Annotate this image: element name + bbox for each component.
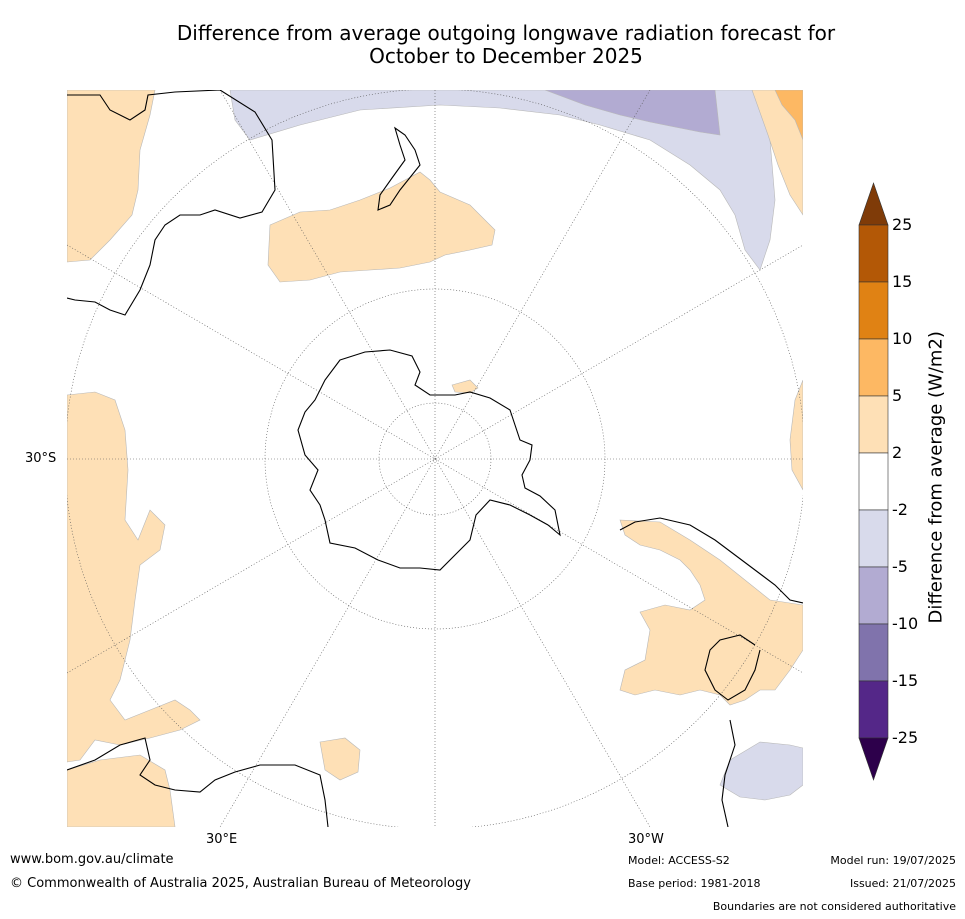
- positive-anomaly-northeast: [751, 90, 803, 216]
- colorbar-tick: -5: [892, 557, 908, 576]
- coastlines: [67, 90, 803, 827]
- colorbar: [858, 182, 889, 781]
- map-title: Difference from average outgoing longwav…: [66, 22, 946, 68]
- australia-outline: [67, 90, 276, 316]
- colorbar-tick: 2: [892, 443, 903, 462]
- colorbar-tick: -15: [892, 671, 919, 690]
- colorbar-bin-10-15: [858, 281, 889, 340]
- issued-text: Issued: 21/07/2025: [849, 877, 956, 890]
- colorbar-tick: -2: [892, 500, 908, 519]
- colorbar-tick: 15: [892, 272, 913, 291]
- colorbar-tick: 10: [892, 329, 913, 348]
- base-period-text: Base period: 1981-2018: [628, 877, 761, 890]
- colorbar-under-triangle: [858, 737, 889, 781]
- colorbar-bin-15-25: [858, 224, 889, 283]
- anomaly-fields: [67, 90, 803, 827]
- colorbar-bin-5-10: [858, 338, 889, 397]
- negative-anomaly-pacific-core: [544, 90, 721, 136]
- graticule: [67, 90, 803, 827]
- positive-anomaly-northeast-core: [774, 90, 803, 141]
- colorbar-tick: 5: [892, 386, 903, 405]
- colorbar-bin-m10-m15: [858, 623, 889, 682]
- antarctica-outline: [297, 349, 561, 571]
- colorbar-tick: -25: [892, 728, 919, 747]
- lon-label-30e: 30°E: [206, 832, 238, 847]
- model-text: Model: ACCESS-S2: [628, 854, 730, 867]
- south-america-outline: [619, 517, 803, 827]
- lat-label-30s: 30°S: [25, 451, 57, 466]
- positive-anomaly-indian-ocean: [319, 737, 361, 781]
- positive-anomaly-antarctic-peninsula: [451, 379, 479, 394]
- positive-anomaly-south-africa: [67, 754, 176, 827]
- colorbar-label: Difference from average (W/m2): [925, 331, 947, 624]
- colorbar-bin-neutral: [858, 452, 889, 511]
- lon-label-30w: 30°W: [628, 832, 664, 847]
- map-panel: [67, 90, 803, 827]
- colorbar-bin-m5-m10: [858, 566, 889, 625]
- new-zealand-outline: [377, 126, 421, 211]
- title-line-2: October to December 2025: [369, 44, 643, 68]
- model-run-text: Model run: 19/07/2025: [830, 854, 956, 867]
- colorbar-tick: -10: [892, 614, 919, 633]
- africa-outline: [67, 737, 329, 827]
- colorbar-bin-m2-m5: [858, 509, 889, 568]
- colorbar-tick: 25: [892, 215, 913, 234]
- negative-anomaly-north-pacific: [229, 90, 776, 271]
- positive-anomaly-east-edge: [789, 379, 803, 491]
- copyright-text: © Commonwealth of Australia 2025, Austra…: [10, 876, 471, 891]
- negative-anomaly-south-atlantic: [719, 741, 803, 801]
- positive-anomaly-west-australia: [67, 90, 156, 263]
- disclaimer-text: Boundaries are not considered authoritat…: [712, 900, 956, 913]
- positive-anomaly-new-zealand: [267, 171, 496, 283]
- colorbar-over-triangle: [858, 182, 889, 226]
- colorbar-bin-m15-m25: [858, 680, 889, 739]
- website-link[interactable]: www.bom.gov.au/climate: [10, 852, 174, 867]
- colorbar-bin-2-5: [858, 395, 889, 454]
- title-line-1: Difference from average outgoing longwav…: [176, 21, 836, 45]
